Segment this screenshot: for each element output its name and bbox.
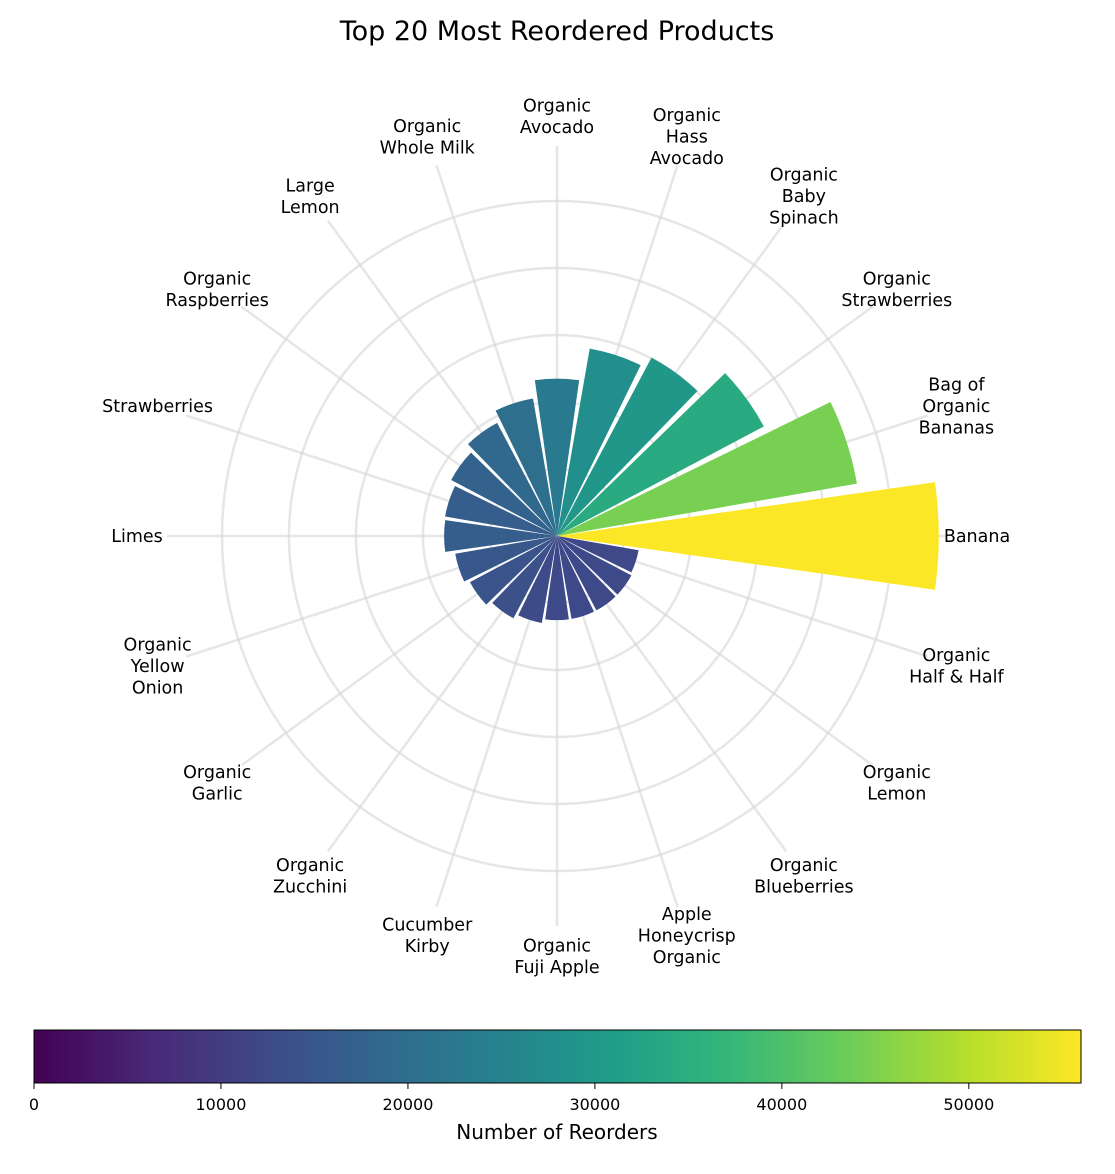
colorbar: 0 10000 20000 30000 40000 50000 Number of Reo… (29, 1029, 1082, 1144)
category-label: Apple Honeycrisp Organic (638, 905, 736, 968)
bar (469, 536, 557, 605)
colorbar-tick-label: 10000 (196, 1095, 247, 1114)
category-label: Bag of Organic Bananas (919, 376, 994, 439)
category-labels: Banana Bag of Organic Bananas Organic Strawbe… (102, 96, 1010, 978)
category-label: Organic Zucchini (273, 856, 347, 898)
colorbar-tick-label: 0 (29, 1095, 39, 1114)
bar (557, 536, 632, 595)
colorbar-label: Number of Reorders (456, 1120, 657, 1144)
bars (444, 348, 939, 623)
category-label: Organic Yellow Onion (124, 635, 192, 698)
category-label: Organic Hass Avocado (650, 106, 724, 169)
category-label: Organic Baby Spinach (769, 166, 839, 229)
colorbar-tick-label: 30000 (569, 1095, 620, 1114)
category-label: Organic Lemon (863, 763, 931, 805)
bar (557, 373, 764, 536)
category-label: Organic Fuji Apple (514, 936, 599, 978)
colorbar-tick-label: 40000 (756, 1095, 807, 1114)
category-label: Large Lemon (281, 177, 340, 219)
bar (545, 536, 569, 621)
category-label: Cucumber Kirby (382, 916, 473, 958)
category-label: Organic Avocado (520, 96, 594, 138)
bar (557, 536, 616, 611)
category-label: Organic Garlic (183, 763, 251, 805)
category-label: Organic Blueberries (754, 856, 853, 898)
bar (444, 520, 557, 552)
bar (451, 452, 557, 536)
category-label: Limes (111, 527, 163, 547)
category-label: Organic Half & Half (909, 646, 1004, 688)
category-label: Strawberries (102, 397, 213, 417)
bar (557, 536, 595, 619)
bar (492, 536, 557, 619)
colorbar-tick-label: 50000 (943, 1095, 994, 1114)
colorbar-tick-label: 20000 (382, 1095, 433, 1114)
bar (518, 536, 557, 623)
bar (455, 536, 557, 582)
bar (557, 348, 641, 536)
bar (557, 402, 857, 536)
bar (495, 398, 557, 536)
colorbar-ticks: 0 10000 20000 30000 40000 50000 (29, 1083, 994, 1114)
category-label: Banana (944, 527, 1010, 547)
category-label: Organic Strawberries (841, 269, 952, 311)
bar (534, 378, 580, 536)
bar (557, 357, 698, 536)
bar (445, 486, 557, 536)
bar (467, 422, 557, 536)
bar (557, 536, 639, 573)
category-label: Organic Whole Milk (380, 117, 476, 159)
chart-title: Top 20 Most Reordered Products (339, 16, 775, 47)
colorbar-gradient (33, 1029, 1082, 1084)
bar (557, 482, 939, 590)
category-label: Organic Raspberries (165, 269, 268, 311)
